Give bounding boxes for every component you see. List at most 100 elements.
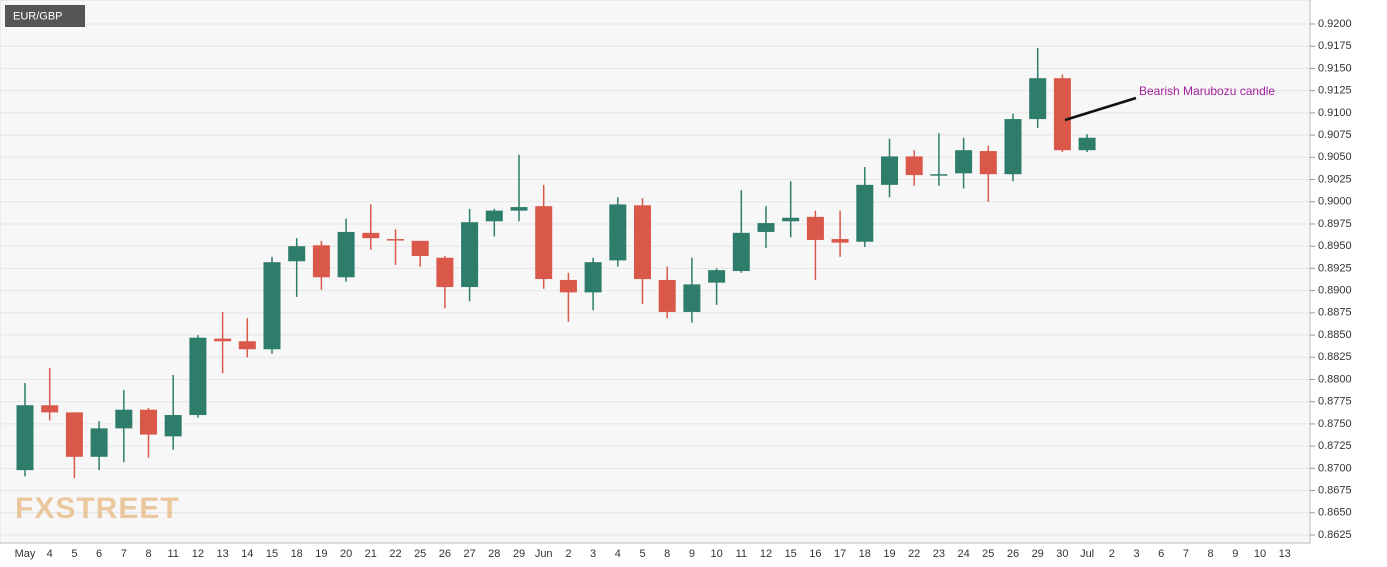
candle-body: [65, 412, 83, 457]
x-tick-label: 13: [216, 548, 228, 560]
x-tick-label: 3: [1133, 548, 1139, 560]
x-tick-label: 16: [809, 548, 821, 560]
candle-body: [930, 174, 948, 176]
x-tick-label: 21: [365, 548, 377, 560]
y-tick-label: 0.9000: [1318, 196, 1352, 208]
candle-body: [979, 151, 997, 175]
candle-body: [90, 428, 108, 457]
candle-body: [238, 341, 256, 350]
candle-body: [1078, 137, 1096, 151]
y-tick-label: 0.8625: [1318, 529, 1352, 541]
y-tick-label: 0.8700: [1318, 462, 1352, 474]
x-tick-label: 20: [340, 548, 352, 560]
x-tick-label: 10: [1254, 548, 1266, 560]
y-tick-label: 0.8950: [1318, 240, 1352, 252]
candle-body: [312, 245, 330, 278]
y-tick-label: 0.9175: [1318, 40, 1352, 52]
x-tick-label: 22: [389, 548, 401, 560]
candle-body: [831, 239, 849, 243]
candle-body: [881, 156, 898, 185]
x-tick-label: 13: [1279, 548, 1291, 560]
candle-body: [1053, 78, 1071, 151]
y-tick-label: 0.8725: [1318, 440, 1352, 452]
annotation-arrow: [1064, 96, 1137, 122]
candle-body: [757, 223, 775, 232]
candle-body: [485, 210, 503, 222]
candle-body: [683, 284, 701, 312]
y-tick-label: 0.9200: [1318, 18, 1352, 30]
x-tick-label: 27: [463, 548, 475, 560]
y-tick-label: 0.8900: [1318, 285, 1352, 297]
x-tick-label: 5: [71, 548, 77, 560]
candle-body: [41, 405, 59, 413]
x-tick-label: 15: [785, 548, 797, 560]
x-tick-label: Jul: [1080, 548, 1094, 560]
y-tick-label: 0.9125: [1318, 85, 1352, 97]
x-tick-label: 7: [1183, 548, 1189, 560]
x-tick-label: 18: [859, 548, 871, 560]
candle-body: [263, 262, 281, 350]
candle-body: [189, 337, 207, 416]
x-tick-label: 24: [957, 548, 969, 560]
x-tick-label: 25: [414, 548, 426, 560]
candle-body: [634, 205, 651, 280]
candle-body: [658, 279, 676, 312]
x-tick-label: 26: [1007, 548, 1019, 560]
candle-body: [708, 270, 726, 283]
y-tick-label: 0.8800: [1318, 373, 1352, 385]
x-tick-label: 6: [1158, 548, 1164, 560]
candle-body: [782, 217, 800, 222]
x-tick-label: 30: [1056, 548, 1068, 560]
x-tick-label: 25: [982, 548, 994, 560]
candle-body: [164, 415, 182, 437]
candle-body: [387, 239, 404, 241]
y-tick-label: 0.8675: [1318, 484, 1352, 496]
x-tick-label: 22: [908, 548, 920, 560]
x-tick-label: 28: [488, 548, 500, 560]
chart-title: EUR/GBP: [13, 10, 63, 22]
x-tick-label: 7: [121, 548, 127, 560]
y-tick-label: 0.9050: [1318, 151, 1352, 163]
candle-body: [1029, 78, 1047, 120]
x-tick-label: 19: [883, 548, 895, 560]
candle-body: [609, 204, 627, 261]
x-tick-label: 2: [1109, 548, 1115, 560]
candle-body: [337, 231, 355, 278]
y-tick-label: 0.8875: [1318, 307, 1352, 319]
x-tick-label: 4: [615, 548, 621, 560]
x-tick-label: 29: [513, 548, 525, 560]
x-tick-label: 12: [760, 548, 772, 560]
x-tick-label: 5: [639, 548, 645, 560]
candle-body: [559, 279, 577, 293]
x-tick-label: 26: [439, 548, 451, 560]
x-tick-label: 23: [933, 548, 945, 560]
candle-body: [436, 257, 454, 288]
candle-body: [288, 246, 306, 262]
candle-body: [535, 206, 553, 280]
y-tick-label: 0.9075: [1318, 129, 1352, 141]
candle-body: [510, 207, 528, 211]
x-tick-label: 11: [736, 548, 747, 560]
x-tick-label: 10: [710, 548, 722, 560]
candle-body: [1004, 119, 1022, 175]
x-tick-label: 11: [167, 548, 178, 560]
x-tick-label: 8: [1208, 548, 1214, 560]
candle-body: [362, 232, 380, 239]
x-tick-label: 18: [291, 548, 303, 560]
y-tick-label: 0.8750: [1318, 418, 1352, 430]
title-box: [5, 5, 85, 27]
x-tick-label: 19: [315, 548, 327, 560]
grid: [0, 23, 1310, 536]
y-tick-label: 0.8850: [1318, 329, 1352, 341]
candle-body: [140, 409, 157, 435]
y-tick-label: 0.9100: [1318, 107, 1352, 119]
plot-area: [0, 0, 1311, 544]
candle-body: [16, 405, 34, 471]
candle-body: [806, 216, 824, 240]
x-tick-label: 29: [1032, 548, 1044, 560]
x-tick-label: Jun: [535, 548, 553, 560]
y-tick-label: 0.8925: [1318, 262, 1352, 274]
candle-body: [115, 409, 133, 429]
x-tick-label: 8: [145, 548, 151, 560]
